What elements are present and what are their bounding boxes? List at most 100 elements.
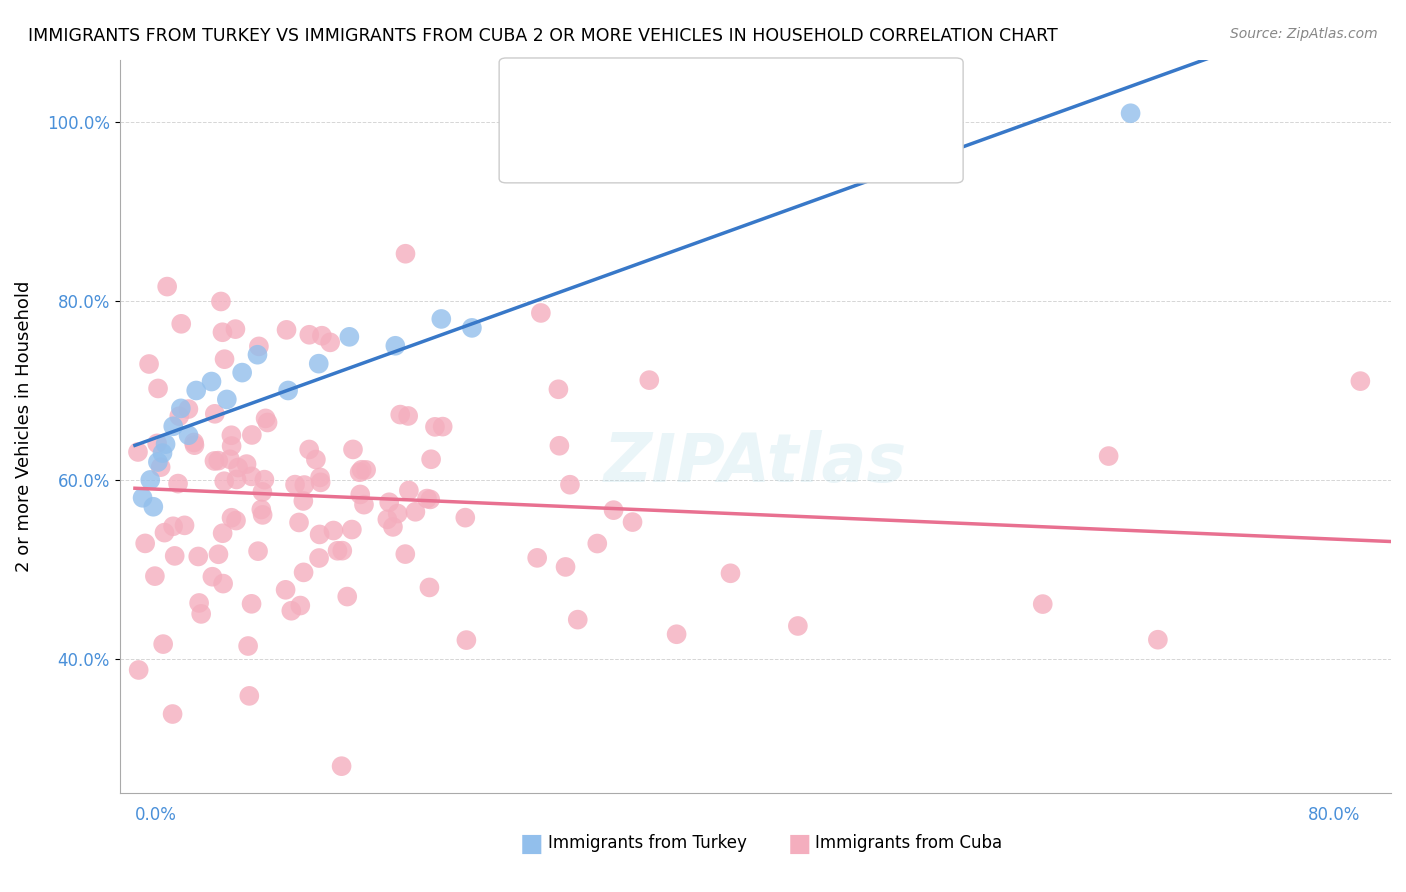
- Text: N =: N =: [654, 85, 702, 103]
- Point: [170, 401, 193, 416]
- Point: [155, 437, 177, 451]
- Point: [456, 633, 478, 648]
- Point: [127, 445, 149, 459]
- Point: [246, 348, 269, 362]
- Point: [461, 321, 484, 335]
- Point: [200, 375, 222, 389]
- Point: [250, 502, 273, 516]
- Point: [215, 392, 238, 407]
- Point: [389, 408, 412, 422]
- Text: ■: ■: [787, 832, 811, 856]
- Point: [146, 455, 169, 469]
- Point: [330, 543, 353, 558]
- Point: [337, 330, 360, 344]
- Point: [152, 637, 174, 651]
- Point: [602, 503, 624, 517]
- Point: [548, 439, 571, 453]
- Text: ■: ■: [527, 134, 551, 158]
- Point: [288, 516, 311, 530]
- Point: [214, 352, 236, 367]
- Point: [384, 339, 406, 353]
- Point: [420, 452, 443, 467]
- Point: [231, 366, 253, 380]
- Text: R =: R =: [555, 129, 592, 147]
- Point: [187, 549, 209, 564]
- Point: [298, 327, 321, 342]
- Point: [373, 830, 395, 845]
- Point: [398, 483, 420, 498]
- Point: [238, 689, 260, 703]
- Text: 124: 124: [710, 129, 748, 147]
- Point: [1147, 632, 1170, 647]
- Point: [309, 470, 332, 484]
- Point: [530, 306, 553, 320]
- Point: [183, 435, 205, 450]
- Point: [274, 582, 297, 597]
- Point: [330, 759, 353, 773]
- Y-axis label: 2 or more Vehicles in Household: 2 or more Vehicles in Household: [15, 281, 32, 572]
- Point: [454, 510, 477, 524]
- Text: ■: ■: [527, 89, 551, 113]
- Point: [638, 373, 661, 387]
- Point: [204, 454, 226, 468]
- Point: [305, 452, 328, 467]
- Point: [1350, 374, 1372, 388]
- Point: [292, 566, 315, 580]
- Point: [177, 428, 200, 442]
- Point: [284, 477, 307, 491]
- Point: [720, 566, 742, 581]
- Point: [146, 436, 169, 450]
- Point: [308, 357, 330, 371]
- Point: [432, 419, 454, 434]
- Point: [156, 279, 179, 293]
- Point: [554, 560, 576, 574]
- Text: 0.811: 0.811: [598, 85, 655, 103]
- Point: [247, 544, 270, 558]
- Point: [146, 381, 169, 395]
- Point: [177, 402, 200, 417]
- Point: [162, 419, 184, 434]
- Text: ■: ■: [520, 832, 544, 856]
- Point: [277, 384, 299, 398]
- Point: [221, 428, 243, 442]
- Point: [186, 384, 208, 398]
- Point: [201, 570, 224, 584]
- Point: [430, 312, 453, 326]
- Point: [212, 474, 235, 488]
- Point: [240, 428, 263, 442]
- Point: [387, 507, 409, 521]
- Point: [138, 357, 160, 371]
- Point: [353, 498, 375, 512]
- Point: [311, 328, 333, 343]
- Text: R =: R =: [555, 85, 592, 103]
- Point: [225, 514, 247, 528]
- Point: [128, 663, 150, 677]
- Point: [308, 551, 330, 566]
- Point: [236, 639, 259, 653]
- Point: [326, 543, 349, 558]
- Point: [340, 523, 363, 537]
- Point: [167, 409, 190, 424]
- Point: [240, 597, 263, 611]
- Text: IMMIGRANTS FROM TURKEY VS IMMIGRANTS FROM CUBA 2 OR MORE VEHICLES IN HOUSEHOLD C: IMMIGRANTS FROM TURKEY VS IMMIGRANTS FRO…: [28, 27, 1057, 45]
- Point: [381, 520, 404, 534]
- Text: ZIPAtlas: ZIPAtlas: [603, 430, 907, 496]
- Text: 0.224: 0.224: [598, 129, 654, 147]
- Point: [416, 491, 439, 506]
- Point: [225, 473, 247, 487]
- Point: [167, 476, 190, 491]
- Point: [226, 460, 249, 475]
- Point: [207, 453, 229, 467]
- Point: [280, 604, 302, 618]
- Text: 21: 21: [710, 85, 735, 103]
- Point: [256, 416, 278, 430]
- Point: [131, 491, 153, 505]
- Point: [418, 581, 440, 595]
- Point: [547, 382, 569, 396]
- Point: [319, 335, 342, 350]
- Point: [173, 518, 195, 533]
- Point: [1097, 449, 1119, 463]
- Point: [665, 627, 688, 641]
- Point: [253, 473, 276, 487]
- Point: [336, 590, 359, 604]
